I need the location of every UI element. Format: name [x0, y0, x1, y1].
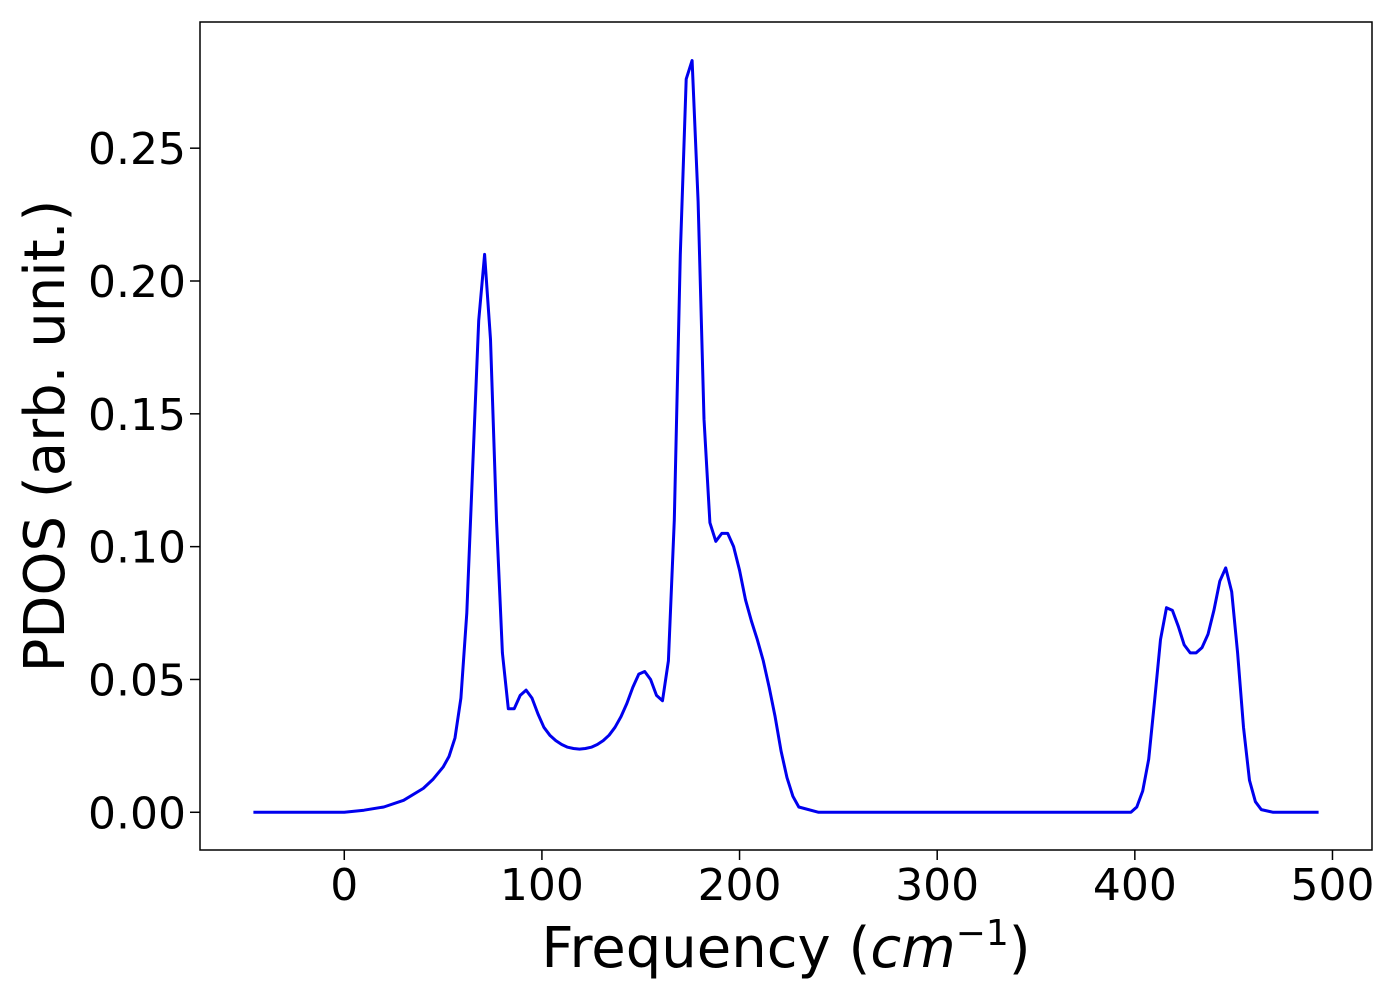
y-tick-label: 0.05	[88, 655, 186, 706]
y-tick-label: 0.00	[88, 788, 186, 839]
x-tick-label: 100	[500, 860, 584, 911]
y-tick-label: 0.25	[88, 124, 186, 175]
plot-frame	[199, 21, 1373, 851]
x-axis-label: Frequency (cm−1)	[541, 913, 1030, 981]
x-tick-label: 400	[1093, 860, 1177, 911]
y-axis: 0.00 0.05 0.10 0.15 0.20 0.25	[88, 124, 200, 839]
x-axis: 0 100 200 300 400 500	[330, 850, 1374, 911]
x-tick-label: 200	[698, 860, 782, 911]
pdos-series-line	[253, 59, 1319, 814]
y-axis-label: PDOS (arb. unit.)	[13, 200, 78, 673]
x-tick-label: 300	[895, 860, 979, 911]
x-tick-label: 500	[1290, 860, 1374, 911]
y-tick-label: 0.20	[88, 257, 186, 308]
y-tick-label: 0.15	[88, 390, 186, 441]
y-tick-label: 0.10	[88, 523, 186, 574]
x-tick-label: 0	[330, 860, 358, 911]
